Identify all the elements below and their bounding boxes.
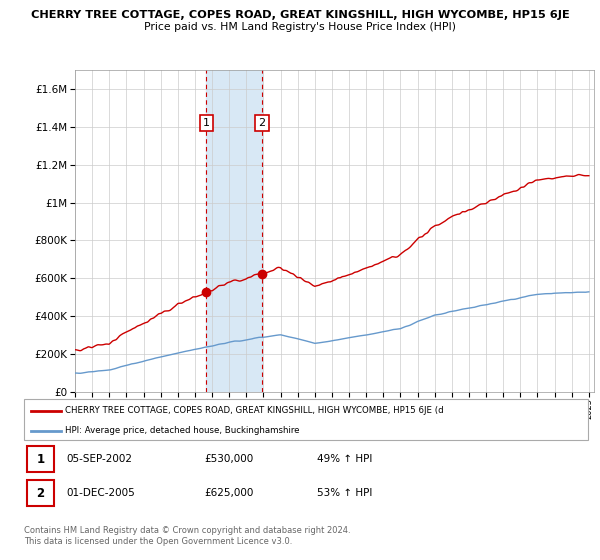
Bar bbox=[206, 70, 262, 392]
Text: HPI: Average price, detached house, Buckinghamshire: HPI: Average price, detached house, Buck… bbox=[65, 426, 299, 435]
Text: Price paid vs. HM Land Registry's House Price Index (HPI): Price paid vs. HM Land Registry's House … bbox=[144, 22, 456, 32]
FancyBboxPatch shape bbox=[27, 446, 54, 472]
Text: Contains HM Land Registry data © Crown copyright and database right 2024.
This d: Contains HM Land Registry data © Crown c… bbox=[24, 526, 350, 546]
Text: 05-SEP-2002: 05-SEP-2002 bbox=[66, 454, 133, 464]
Text: 49% ↑ HPI: 49% ↑ HPI bbox=[317, 454, 373, 464]
Text: 2: 2 bbox=[36, 487, 44, 500]
Text: CHERRY TREE COTTAGE, COPES ROAD, GREAT KINGSHILL, HIGH WYCOMBE, HP15 6JE (d: CHERRY TREE COTTAGE, COPES ROAD, GREAT K… bbox=[65, 406, 444, 415]
Text: 53% ↑ HPI: 53% ↑ HPI bbox=[317, 488, 373, 498]
Text: £530,000: £530,000 bbox=[205, 454, 254, 464]
Text: 1: 1 bbox=[36, 452, 44, 465]
Text: 01-DEC-2005: 01-DEC-2005 bbox=[66, 488, 135, 498]
Text: £625,000: £625,000 bbox=[205, 488, 254, 498]
Text: CHERRY TREE COTTAGE, COPES ROAD, GREAT KINGSHILL, HIGH WYCOMBE, HP15 6JE: CHERRY TREE COTTAGE, COPES ROAD, GREAT K… bbox=[31, 10, 569, 20]
FancyBboxPatch shape bbox=[27, 480, 54, 506]
Text: 2: 2 bbox=[259, 118, 266, 128]
Text: 1: 1 bbox=[203, 118, 210, 128]
